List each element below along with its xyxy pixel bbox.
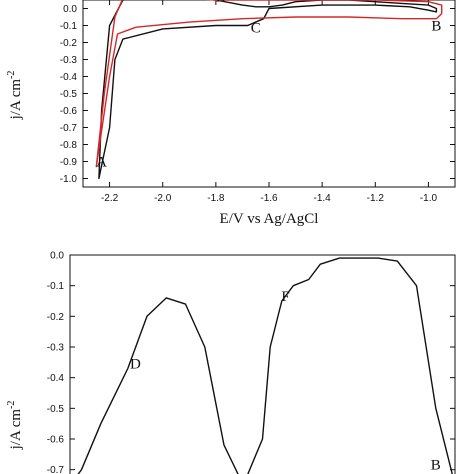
- bottom-ticks: 0.0 -0.1 -0.2 -0.3 -0.4 -0.5 -0.6 -0.7: [47, 251, 455, 474]
- top-y-axis-label: j/A cm-2: [6, 71, 24, 121]
- x-tick-label: -1.0: [420, 193, 438, 204]
- x-tick-label: -2.0: [154, 193, 172, 204]
- top-annotations: A B C D: [96, 0, 441, 171]
- annotation-label: B: [431, 458, 441, 474]
- annotation-label: C: [251, 20, 261, 36]
- annotation-label: D: [130, 356, 141, 372]
- y-tick-label: -0.8: [60, 140, 78, 151]
- top-series: [95, 0, 443, 180]
- annotation-label: F: [281, 289, 289, 305]
- y-tick-label: -0.4: [47, 373, 65, 384]
- annotation-label: A: [96, 155, 107, 171]
- chart-bottom: 0.0 -0.1 -0.2 -0.3 -0.4 -0.5 -0.6 -0.7 D F B j/A …: [6, 251, 456, 474]
- bottom-y-axis-label-base: j/A cm: [8, 409, 24, 451]
- series-line-0: [98, 0, 438, 180]
- y-tick-label: -0.2: [60, 38, 78, 49]
- bottom-plot-frame: [69, 254, 456, 474]
- y-tick-label: -0.5: [47, 404, 65, 415]
- y-tick-label: -0.2: [47, 312, 65, 323]
- y-tick-label: -0.5: [60, 89, 78, 100]
- annotation-label: B: [431, 19, 441, 35]
- bottom-y-axis-label: j/A cm-2: [6, 401, 24, 451]
- y-tick-label: -0.6: [47, 435, 65, 446]
- y-tick-label: -0.4: [60, 72, 78, 83]
- x-tick-label: -2.2: [101, 193, 119, 204]
- top-y-axis-label-base: j/A cm: [8, 79, 24, 121]
- x-tick-label: -1.8: [207, 193, 225, 204]
- x-tick-label: -1.2: [367, 193, 385, 204]
- x-tick-label: -1.4: [314, 193, 332, 204]
- y-tick-label: -0.1: [47, 281, 65, 292]
- y-tick-label: 0.0: [63, 4, 77, 15]
- y-tick-label: -1.0: [60, 174, 78, 185]
- top-ticks: 0.0 -0.1 -0.2 -0.3 -0.4 -0.5 -0.6 -0.7 -0.8 -0.9 -…: [60, 0, 455, 204]
- series-line-0: [77, 257, 453, 474]
- y-tick-label: -0.3: [60, 55, 78, 66]
- y-tick-label: -0.7: [60, 123, 78, 134]
- top-x-axis-label: E/V vs Ag/AgCl: [220, 211, 319, 227]
- bottom-series: [77, 257, 453, 474]
- top-plot-frame: [82, 0, 456, 188]
- bottom-y-axis-label-sup: -2: [6, 401, 17, 409]
- y-tick-label: -0.6: [60, 106, 78, 117]
- y-tick-label: -0.1: [60, 21, 78, 32]
- annotation-label: D: [216, 0, 227, 6]
- y-tick-label: -0.7: [47, 465, 65, 474]
- top-y-axis-label-sup: -2: [6, 71, 17, 79]
- y-tick-label: -0.3: [47, 343, 65, 354]
- x-tick-label: -1.6: [260, 193, 278, 204]
- bottom-annotations: D F B: [130, 289, 441, 474]
- y-tick-label: 0.0: [50, 251, 64, 262]
- chart-top: 0.0 -0.1 -0.2 -0.3 -0.4 -0.5 -0.6 -0.7 -0.8 -0.9 -…: [6, 0, 456, 227]
- y-tick-label: -0.9: [60, 157, 78, 168]
- series-line-1: [95, 0, 443, 168]
